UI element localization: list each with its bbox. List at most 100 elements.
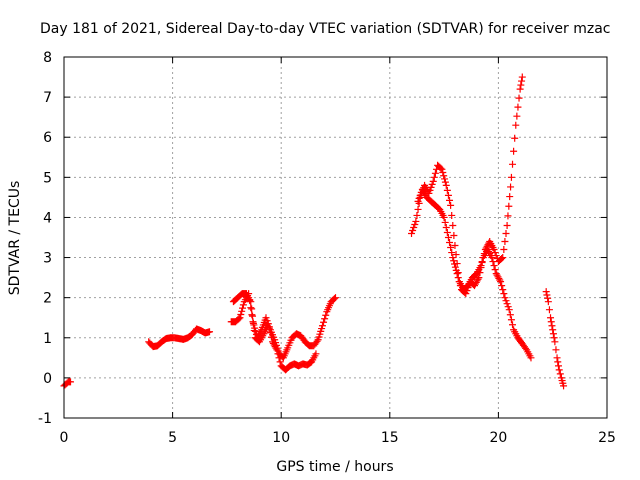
data-point	[236, 314, 244, 322]
data-point	[552, 346, 560, 354]
data-point	[444, 234, 452, 241]
data-point	[427, 183, 435, 191]
y-tick-label: 7	[43, 90, 52, 106]
y-axis-label: SDTVAR / TECUs	[7, 181, 23, 296]
data-point	[499, 286, 507, 294]
data-point	[504, 212, 512, 220]
data-point	[322, 311, 330, 319]
data-point	[440, 172, 448, 180]
data-point	[510, 147, 518, 155]
series-seg1	[60, 378, 75, 390]
data-point	[443, 228, 451, 236]
data-point	[501, 238, 509, 246]
y-tick-label: -1	[38, 411, 52, 427]
data-point	[474, 275, 482, 283]
data-point	[554, 362, 562, 370]
data-point	[330, 295, 338, 303]
data-point	[450, 257, 458, 265]
data-point	[450, 231, 458, 239]
data-point	[447, 201, 455, 209]
data-point	[542, 288, 550, 296]
data-point	[235, 315, 243, 323]
data-point	[440, 213, 448, 221]
data-point	[426, 186, 434, 194]
data-point	[553, 354, 561, 362]
data-point	[451, 263, 459, 271]
chart-title: Day 181 of 2021, Sidereal Day-to-day VTE…	[40, 21, 610, 37]
data-point	[547, 314, 555, 322]
data-point	[437, 164, 445, 172]
data-point	[491, 249, 499, 257]
data-point	[453, 270, 461, 278]
data-point	[448, 211, 456, 219]
data-point	[509, 160, 517, 168]
data-point	[505, 306, 513, 314]
axis-ticks: -1 0 1 2 3 4 5 6 7 8 0 5 10 15 20 25	[38, 50, 616, 446]
data-point	[462, 290, 470, 298]
data-point	[518, 73, 526, 81]
data-point	[515, 94, 523, 102]
data-point	[527, 354, 535, 362]
data-point	[452, 251, 460, 259]
data-point	[550, 334, 558, 342]
data-point	[247, 304, 255, 312]
data-point	[454, 274, 462, 282]
data-point	[554, 358, 562, 366]
data-point	[475, 274, 483, 282]
data-point	[500, 246, 508, 254]
grid	[64, 57, 607, 418]
data-point	[516, 85, 524, 93]
data-point	[312, 350, 320, 358]
y-tick-label: 4	[43, 210, 52, 226]
data-point	[443, 186, 451, 194]
data-point	[490, 246, 498, 254]
data-point	[415, 194, 423, 202]
data-point	[517, 81, 525, 89]
data-point	[548, 322, 556, 330]
data-point	[551, 338, 559, 346]
y-tick-label: 0	[43, 371, 52, 387]
data-point	[414, 197, 422, 205]
x-axis-label: GPS time / hours	[276, 459, 393, 475]
data-point	[522, 344, 530, 352]
data-point	[449, 254, 457, 262]
data-point	[464, 284, 472, 292]
data-point	[266, 329, 274, 337]
y-tick-label: 3	[43, 251, 52, 267]
data-point	[511, 134, 519, 142]
data-point	[444, 191, 452, 199]
data-point	[272, 344, 280, 352]
data-point	[501, 294, 509, 302]
data-point	[265, 324, 273, 332]
data-point	[544, 298, 552, 306]
data-point	[321, 315, 329, 323]
data-point	[556, 370, 564, 378]
data-point	[412, 217, 420, 225]
y-tick-label: 8	[43, 50, 52, 66]
data-point	[497, 278, 505, 286]
data-point	[503, 221, 511, 229]
data-point	[549, 326, 557, 334]
data-point	[429, 177, 437, 185]
data-point	[518, 77, 526, 85]
data-point	[249, 312, 257, 320]
x-tick-label: 15	[381, 430, 399, 446]
data-point	[500, 290, 508, 298]
data-point	[513, 112, 521, 120]
data-point	[410, 223, 418, 231]
data-point	[431, 169, 439, 177]
series-seg5	[408, 73, 526, 294]
data-point	[509, 321, 517, 329]
x-tick-label: 5	[168, 430, 177, 446]
data-point	[320, 318, 328, 326]
data-points	[60, 73, 568, 390]
data-point	[447, 244, 455, 252]
data-point	[504, 303, 512, 311]
data-point	[446, 239, 454, 247]
plot-frame	[63, 56, 608, 419]
data-point	[455, 278, 463, 286]
data-point	[478, 259, 486, 267]
data-point	[439, 169, 447, 177]
data-point	[496, 276, 504, 284]
